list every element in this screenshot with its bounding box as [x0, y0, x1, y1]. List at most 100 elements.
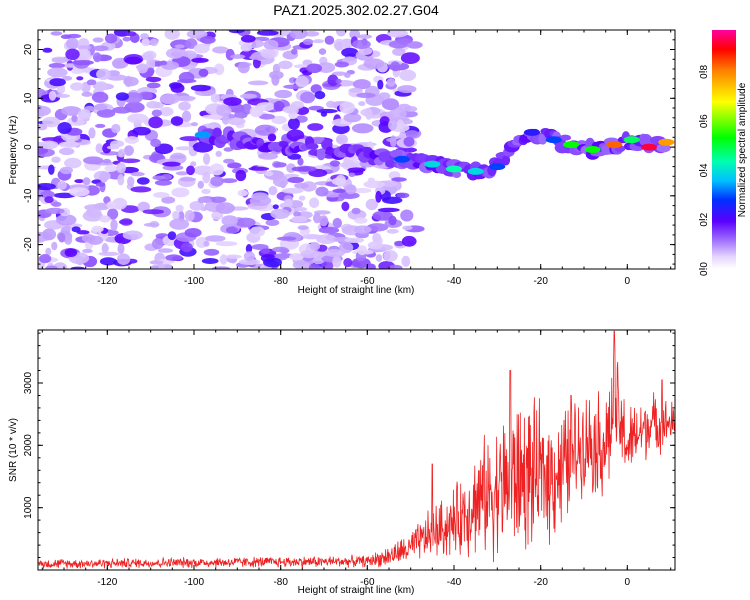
- spectrogram-noise-blob: [400, 209, 414, 222]
- spectrogram-noise-blob: [205, 235, 226, 242]
- spectrogram-noise-blob: [309, 197, 320, 209]
- spectrogram-noise-blob: [51, 57, 69, 64]
- spectrogram-noise-blob: [171, 187, 190, 198]
- spectrogram-noise-blob: [392, 47, 406, 57]
- spectrogram-noise-blob: [84, 204, 104, 211]
- spectrogram-noise-blob: [256, 30, 279, 36]
- spectrogram-noise-blob: [249, 106, 264, 118]
- spectrogram-noise-blob: [152, 238, 164, 250]
- spectrogram-noise-blob: [332, 188, 347, 193]
- spectrogram-noise-blob: [397, 85, 417, 94]
- spectrogram-noise-blob: [272, 63, 281, 74]
- spectrogram-noise-blob: [357, 245, 368, 256]
- spectrogram-peak: [446, 165, 462, 173]
- spectrogram-noise-blob: [161, 196, 176, 204]
- spectrogram-noise-blob: [44, 207, 65, 214]
- spectrogram-noise-blob: [308, 105, 324, 111]
- spectrogram-band-halo: [385, 159, 396, 168]
- spectrogram-noise-blob: [51, 201, 62, 207]
- spectrogram-noise-blob: [390, 61, 401, 72]
- spectrogram-noise-blob: [145, 76, 162, 83]
- spectrogram-noise-blob: [175, 204, 184, 212]
- spectrogram-noise-blob: [179, 136, 200, 142]
- spectrogram-noise-blob: [82, 177, 91, 186]
- spectrogram-noise-blob: [68, 187, 90, 197]
- spectrogram-noise-blob: [124, 56, 142, 65]
- spectrogram-noise-blob: [106, 145, 120, 150]
- spectrogram-noise-blob: [148, 116, 163, 129]
- spectrogram-noise-blob: [112, 59, 125, 69]
- spectrogram-noise-blob: [324, 35, 335, 45]
- spectrogram-noise-blob: [333, 38, 346, 51]
- spectrogram-noise-blob: [65, 48, 80, 60]
- spectrogram-noise-blob: [388, 119, 397, 131]
- spectrogram-noise-blob: [123, 145, 134, 156]
- spectrogram-noise-blob: [386, 30, 408, 38]
- spectrogram-noise-blob: [240, 44, 253, 52]
- spectrogram-noise-blob: [181, 110, 192, 123]
- spectrogram-noise-blob: [343, 258, 353, 268]
- x-tick-label: -120: [97, 577, 117, 588]
- spectrogram-noise-blob: [48, 90, 57, 101]
- spectrogram-noise-blob: [309, 241, 321, 251]
- spectrogram-noise-blob: [293, 64, 310, 69]
- spectrogram-noise-blob: [377, 79, 384, 90]
- spectrogram-peak: [489, 163, 506, 171]
- spectrogram-noise-blob: [245, 244, 253, 254]
- spectrogram-noise-blob: [304, 31, 320, 37]
- spectrogram-noise-blob: [120, 158, 141, 164]
- spectrogram-noise-blob: [64, 235, 73, 245]
- spectrogram-noise-blob: [203, 240, 210, 247]
- colorbar: 0.0 0.2 0.4 0.6 0.8 Normalized spectral ampl…: [699, 30, 748, 276]
- spectrogram-noise-blob: [366, 223, 389, 232]
- spectrogram-noise-blob: [71, 114, 78, 123]
- spectrogram-noise-blob: [92, 37, 104, 43]
- spectrogram-noise-blob: [293, 211, 302, 217]
- spectrogram-noise-blob: [365, 108, 373, 120]
- spectrogram-noise-blob: [66, 37, 80, 50]
- spectrogram-noise-blob: [302, 38, 314, 46]
- x-tick-label: -20: [533, 577, 548, 588]
- spectrogram-band-halo: [501, 155, 511, 166]
- spectrogram-noise-blob: [70, 82, 84, 91]
- spectrogram-noise-blob: [162, 161, 181, 167]
- spectrogram-noise-blob: [263, 39, 279, 50]
- spectrogram-noise-blob: [122, 36, 131, 42]
- spectrogram-noise-blob: [57, 180, 67, 190]
- spectrogram-noise-blob: [71, 69, 84, 75]
- spectrogram-noise-blob: [349, 30, 361, 40]
- spectrogram-noise-blob: [365, 198, 378, 211]
- spectrogram-noise-blob: [70, 266, 85, 269]
- spectrogram-noise-blob: [140, 33, 149, 40]
- spectrogram-noise-blob: [261, 49, 277, 59]
- spectrogram-noise-blob: [58, 147, 75, 156]
- y-tick-label: 0: [23, 144, 34, 150]
- spectrogram-noise-blob: [101, 242, 109, 254]
- spectrogram-noise-blob: [82, 248, 93, 254]
- spectrogram-noise-blob: [375, 190, 382, 203]
- spectrogram-noise-blob: [406, 41, 423, 49]
- spectrogram-noise-blob: [289, 253, 304, 261]
- spectrogram-noise-blob: [274, 89, 293, 99]
- spectrogram-noise-blob: [223, 158, 235, 164]
- spectrogram-noise-blob: [154, 143, 174, 155]
- spectrogram-noise-blob: [94, 81, 108, 91]
- spectrogram-noise-blob: [331, 177, 346, 186]
- spectrogram-noise-blob: [118, 148, 126, 158]
- spectrogram-noise-blob: [45, 265, 58, 269]
- spectrogram-noise-blob: [238, 258, 261, 265]
- spectrogram-noise-blob: [229, 104, 245, 113]
- spectrogram-noise-blob: [110, 219, 118, 232]
- spectrogram-noise-blob: [137, 201, 150, 212]
- spectrogram-noise-blob: [112, 197, 128, 210]
- spectrogram-noise-blob: [190, 84, 211, 92]
- x-tick-label: -40: [447, 577, 462, 588]
- spectrogram-noise-blob: [347, 167, 366, 173]
- spectrogram-noise-blob: [201, 258, 219, 264]
- spectrogram-noise-blob: [235, 169, 247, 182]
- spectrogram-noise-blob: [91, 91, 109, 103]
- spectrogram-noise-blob: [170, 116, 184, 126]
- spectrogram-noise-blob: [339, 101, 356, 114]
- spectrogram-noise-blob: [221, 215, 238, 227]
- spectrogram-noise-blob: [227, 117, 246, 126]
